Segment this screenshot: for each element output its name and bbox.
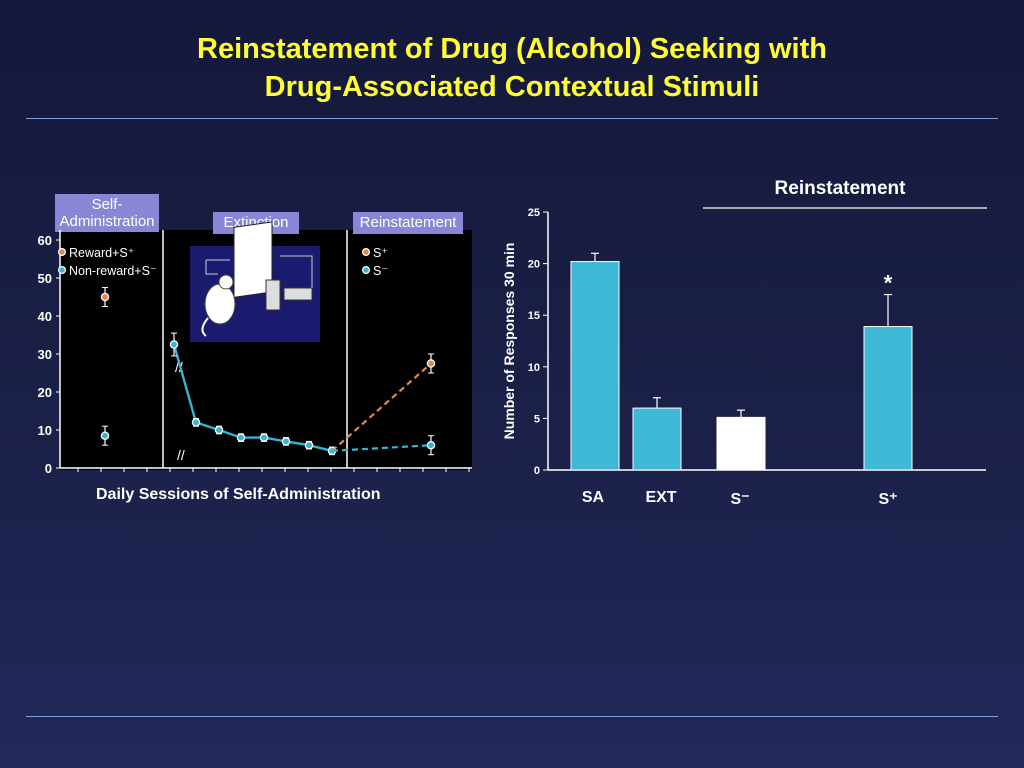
legend-label: S⁺ <box>373 246 388 260</box>
bar-y-tick-label: 5 <box>534 413 540 425</box>
nonreward-sa-point <box>100 431 110 440</box>
y-tick-label: 0 <box>45 461 52 476</box>
extinction-point <box>191 418 201 427</box>
slide-title: Reinstatement of Drug (Alcohol) Seeking … <box>0 30 1024 106</box>
legend-label: Reward+S⁺ <box>69 246 134 260</box>
reinstatement-bar-chart: Reinstatement Number of Responses 30 min 0… <box>501 178 987 477</box>
wiring <box>205 255 313 288</box>
legend-label: S⁻ <box>373 264 388 278</box>
reinstatement-s-minus-line <box>331 444 432 452</box>
bottom-divider <box>26 716 998 717</box>
y-tick-label: 60 <box>38 233 52 248</box>
lever-panel <box>265 279 281 311</box>
chamber-wall <box>233 221 273 298</box>
left-chart-caption: Daily Sessions of Self-Administration <box>96 486 381 503</box>
bar-y-tick-label: 15 <box>528 310 540 322</box>
phase-header-0 <box>55 194 159 232</box>
reward-sa-point <box>100 292 110 302</box>
bar-chart-title: Reinstatement <box>775 178 907 199</box>
extinction-point <box>281 437 291 446</box>
legend-marker <box>58 247 67 256</box>
axis-break-mark: // <box>177 447 185 463</box>
rat-tail <box>201 317 209 337</box>
reinstatement-s-plus-line <box>331 362 432 452</box>
y-tick-label: 40 <box>38 309 52 324</box>
bar-label-s-minus: S⁻ <box>730 491 750 508</box>
rat-head <box>218 274 234 290</box>
extinction-point <box>214 425 224 435</box>
bar-y-tick-label: 20 <box>528 259 540 271</box>
extinction-point <box>169 340 179 349</box>
phase-header-label: Reinstatement <box>360 214 458 231</box>
bar-y-tick-label: 25 <box>528 207 540 219</box>
phase-header-label: Administration <box>59 213 154 230</box>
bar-label-ext: EXT <box>645 489 677 506</box>
legend-label: Non-reward+S⁻ <box>69 264 157 278</box>
phase-header-label: Self- <box>92 196 123 213</box>
y-tick-label: 50 <box>38 271 52 286</box>
operant-chamber-inset <box>190 221 320 342</box>
rat-body <box>204 283 236 325</box>
bar-label-s-plus: S⁺ <box>878 491 898 508</box>
y-axis-label: Number of Responses 30 min <box>501 243 517 440</box>
extinction-point <box>259 433 269 442</box>
nonreward-reinstatement-point <box>426 440 436 450</box>
extinction-line-chart: Self-Administration Extinction Reinstateme… <box>38 194 472 476</box>
y-tick-label: 20 <box>38 385 52 400</box>
reward-reinstatement-point <box>426 359 436 368</box>
extinction-point <box>304 440 314 450</box>
significance-marker: * <box>884 271 893 296</box>
y-tick-label: 30 <box>38 347 52 362</box>
bar-0 <box>570 261 620 471</box>
control-box <box>283 287 313 301</box>
title-line-1: Reinstatement of Drug (Alcohol) Seeking … <box>197 33 827 65</box>
y-tick-label: 10 <box>38 423 52 438</box>
legend-marker <box>362 247 371 256</box>
bar-y-tick-label: 10 <box>528 362 540 374</box>
bar-3 <box>863 326 913 471</box>
legend-marker <box>362 265 371 274</box>
phase-header-2 <box>353 212 463 234</box>
legend-marker <box>58 265 67 274</box>
extinction-point <box>236 433 246 442</box>
title-line-2: Drug-Associated Contextual Stimuli <box>264 71 760 103</box>
bar-1 <box>632 407 682 471</box>
bar-2 <box>716 416 766 471</box>
bar-label-sa: SA <box>581 489 605 506</box>
bar-y-tick-label: 0 <box>534 465 540 477</box>
top-divider <box>26 118 998 119</box>
axis-break-mark: // <box>175 359 183 375</box>
